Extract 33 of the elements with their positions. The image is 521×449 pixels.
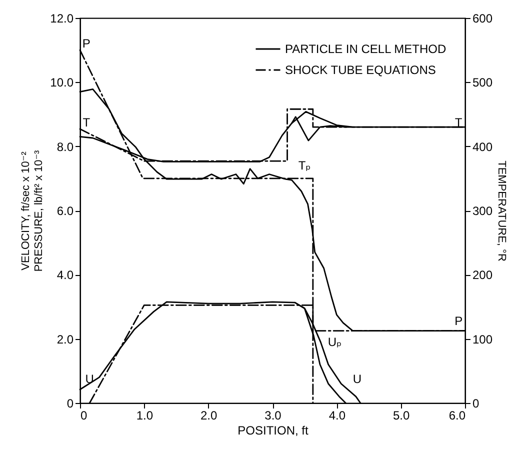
x-tick-label: 0 [80, 408, 88, 422]
y-tick-label: 6.0 [56, 204, 74, 218]
annotation: T [82, 115, 91, 130]
legend-label: PARTICLE IN CELL METHOD [285, 42, 446, 56]
y-tick-label: 4.0 [56, 268, 74, 282]
y-tick-label: 10.0 [50, 76, 74, 90]
x-axis-title: POSITION, ft [238, 424, 309, 438]
y2-tick-label: 400 [472, 140, 493, 154]
annotation: P [454, 314, 463, 328]
legend-label: SHOCK TUBE EQUATIONS [285, 63, 436, 77]
y-axis-title: VELOCITY, ft/sec x 10⁻² PRESSURE, lb/ft² x 10⁻³ [20, 150, 46, 272]
annotation: U [352, 372, 362, 386]
y2-axis-title: TEMPERATURE, °R [496, 160, 508, 262]
y-tick-label: 12.0 [50, 12, 74, 26]
x-tick-label: 6.0 [448, 408, 466, 422]
x-tick-label: 1.0 [136, 408, 154, 422]
annotation: T [454, 115, 463, 130]
y2-tick-label: 100 [472, 332, 493, 346]
y-tick-label: 2.0 [56, 332, 74, 346]
annotation: P [82, 36, 90, 51]
y-tick-label: 8.0 [56, 140, 74, 154]
x-tick-label: 3.0 [264, 408, 282, 422]
y2-tick-label: 300 [472, 204, 493, 218]
annotation: Uₚ [328, 335, 342, 350]
y2-tick-label: 600 [472, 12, 493, 26]
y2-tick-label: 200 [472, 268, 493, 282]
x-tick-label: 2.0 [200, 408, 218, 422]
y-tick-label: 0 [66, 396, 74, 410]
x-tick-label: 5.0 [392, 408, 410, 422]
x-tick-label: 4.0 [328, 408, 346, 422]
y2-tick-label: 500 [472, 76, 493, 90]
y2-tick-label: 0 [472, 396, 480, 410]
annotation: Tₚ [298, 158, 311, 173]
